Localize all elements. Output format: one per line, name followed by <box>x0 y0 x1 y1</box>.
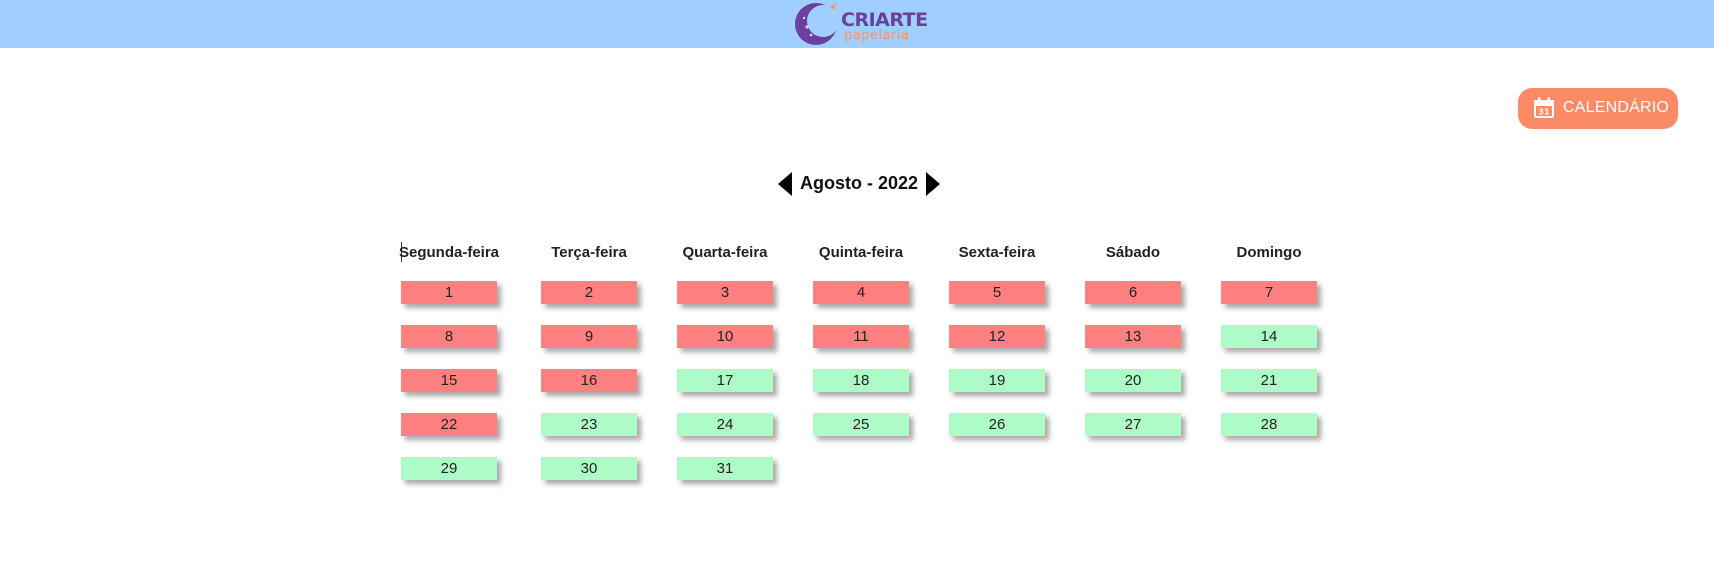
weekday-header: Domingo <box>1236 244 1302 261</box>
weekday-header: Quinta-feira <box>818 244 904 261</box>
weekday-header: Sexta-feira <box>958 244 1036 261</box>
day-cell-busy[interactable]: 7 <box>1221 281 1317 304</box>
day-cell-free[interactable]: 28 <box>1221 413 1317 436</box>
brand-subtitle: papelaria <box>844 28 910 43</box>
day-cell-free[interactable]: 31 <box>677 457 773 480</box>
day-cell-busy[interactable]: 6 <box>1085 281 1181 304</box>
day-cell-free[interactable]: 14 <box>1221 325 1317 348</box>
month-title: Agosto - 2022 <box>799 173 919 193</box>
day-cell-free[interactable]: 21 <box>1221 369 1317 392</box>
weekday-header: Terça-feira <box>551 244 627 261</box>
weekday-header: Sábado <box>1105 244 1161 261</box>
day-cell-free[interactable]: 30 <box>541 457 637 480</box>
day-cell-busy[interactable]: 2 <box>541 281 637 304</box>
month-navigation: Agosto - 2022 <box>770 170 950 198</box>
weekday-header: Quarta-feira <box>682 244 768 261</box>
day-cell-busy[interactable]: 4 <box>813 281 909 304</box>
calendar-icon-day: 31 <box>1538 108 1550 117</box>
day-cell-busy[interactable]: 1 <box>401 281 497 304</box>
text-cursor <box>401 242 402 262</box>
brand-name: CRIARTE <box>841 9 928 31</box>
day-cell-free[interactable]: 18 <box>813 369 909 392</box>
day-cell-free[interactable]: 17 <box>677 369 773 392</box>
day-cell-busy[interactable]: 15 <box>401 369 497 392</box>
day-cell-busy[interactable]: 11 <box>813 325 909 348</box>
day-cell-busy[interactable]: 3 <box>677 281 773 304</box>
calendar-icon: 31 <box>1534 97 1554 118</box>
crescent-moon-logo-icon <box>795 3 837 45</box>
day-cell-free[interactable]: 19 <box>949 369 1045 392</box>
day-cell-busy[interactable]: 5 <box>949 281 1045 304</box>
day-cell-busy[interactable]: 12 <box>949 325 1045 348</box>
day-cell-busy[interactable]: 10 <box>677 325 773 348</box>
day-cell-busy[interactable]: 22 <box>401 413 497 436</box>
day-cell-free[interactable]: 25 <box>813 413 909 436</box>
brand-logo[interactable]: CRIARTE papelaria <box>794 2 928 46</box>
day-cell-busy[interactable]: 8 <box>401 325 497 348</box>
day-cell-free[interactable]: 26 <box>949 413 1045 436</box>
day-cell-free[interactable]: 27 <box>1085 413 1181 436</box>
top-header-bar: CRIARTE papelaria <box>0 0 1714 48</box>
day-cell-free[interactable]: 23 <box>541 413 637 436</box>
day-cell-busy[interactable]: 16 <box>541 369 637 392</box>
day-cell-free[interactable]: 20 <box>1085 369 1181 392</box>
calendar-button[interactable]: 31 CALENDÁRIO <box>1518 88 1678 129</box>
weekday-header: Segunda-feira <box>398 244 500 261</box>
day-cell-free[interactable]: 29 <box>401 457 497 480</box>
day-cell-busy[interactable]: 13 <box>1085 325 1181 348</box>
day-cell-busy[interactable]: 9 <box>541 325 637 348</box>
triangle-left-icon[interactable] <box>778 172 792 196</box>
calendar-button-label: CALENDÁRIO <box>1563 99 1670 116</box>
day-cell-free[interactable]: 24 <box>677 413 773 436</box>
triangle-right-icon[interactable] <box>926 172 940 196</box>
